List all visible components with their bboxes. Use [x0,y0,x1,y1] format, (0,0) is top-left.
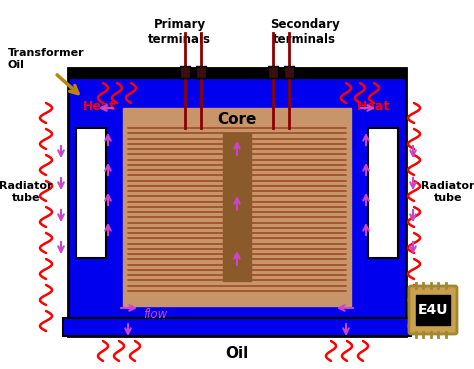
Text: Radiator
tube: Radiator tube [0,181,53,203]
Bar [268,66,278,78]
Text: Core: Core [217,113,257,128]
Bar [63,318,411,336]
Text: Transformer
Oil: Transformer Oil [8,48,85,70]
Text: Heat: Heat [357,100,391,113]
FancyBboxPatch shape [409,286,457,334]
Bar [180,66,190,78]
Text: Secondary
terminals: Secondary terminals [270,18,339,46]
Bar [68,68,406,336]
Bar [416,295,450,325]
Bar [123,108,351,306]
Text: Heat: Heat [83,100,117,113]
Bar [284,66,294,78]
Bar [368,128,398,258]
Text: E4U: E4U [418,303,448,317]
Bar [68,68,406,78]
Bar [76,128,106,258]
Bar [196,66,206,78]
Bar [223,133,251,281]
Text: flow: flow [143,307,167,321]
Text: Primary
terminals: Primary terminals [148,18,211,46]
Text: Radiator
tube: Radiator tube [421,181,474,203]
Text: Oil: Oil [225,346,249,361]
